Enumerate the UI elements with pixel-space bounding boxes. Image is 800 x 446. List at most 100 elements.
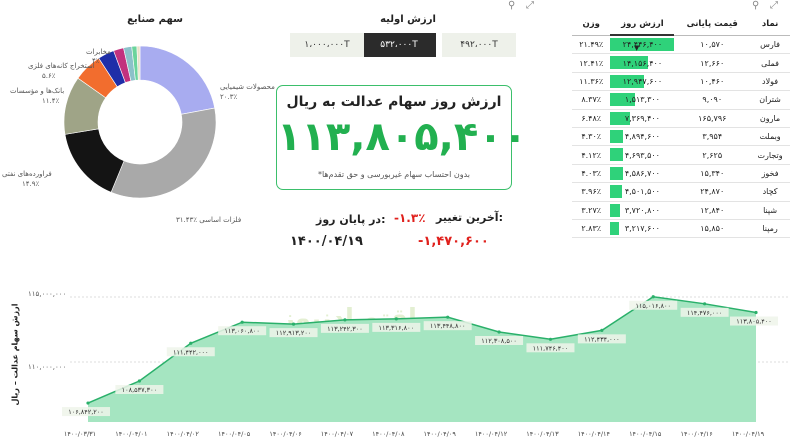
data-point[interactable] [394, 317, 398, 321]
cell-price: ۱۵,۸۵۰ [674, 219, 751, 239]
table-row[interactable]: ۴.۱۲٪ ۴,۶۹۳,۵۰۰ ۲,۶۲۵ وتجارت [572, 145, 790, 165]
cell-value: ۱۲,۹۴۷,۶۰۰ [610, 72, 675, 92]
table-row[interactable]: ۱۱.۳۶٪ ۱۲,۹۴۷,۶۰۰ ۱۰,۴۶۰ فولاد [572, 72, 790, 92]
data-point[interactable] [548, 337, 553, 341]
table-row[interactable]: ۴.۰۳٪ ۴,۵۸۶,۷۰۰ ۱۵,۳۴۰ فخوز [572, 164, 790, 184]
data-point[interactable] [189, 341, 193, 345]
cell-value: ۳,۲۱۷,۶۰۰ [610, 219, 675, 239]
option-532000[interactable]: ۵۳۲،۰۰۰T [362, 33, 436, 57]
value-text: ۴,۵۸۶,۷۰۰ [624, 168, 660, 178]
data-label: ۱۱۱,۴۴۲,۰۰۰ [173, 348, 209, 356]
cell-symbol: شتران [750, 90, 790, 110]
table-header-row: وزن ارزش روز قیمت پایانی نماد [572, 14, 790, 36]
value-text: ۱۴,۱۵۶,۴۰۰ [622, 58, 663, 68]
x-tick-label: ۱۴۰۰/۰۴/۱۶ [680, 430, 712, 438]
data-point[interactable] [137, 379, 141, 383]
cell-weight: ۸.۳۷٪ [572, 90, 611, 110]
data-point[interactable] [600, 328, 604, 332]
cell-price: ۱۰,۵۷۰ [674, 35, 751, 55]
holdings-table: وزن ارزش روز قیمت پایانی نماد ۲۱.۴۹٪ ۲۴,۴… [572, 14, 790, 246]
data-label: ۱۱۲,۹۱۳,۲۰۰ [276, 329, 312, 337]
option-1000000[interactable]: ۱،۰۰۰،۰۰۰T [290, 33, 364, 57]
data-label-bg [372, 322, 421, 332]
cell-symbol: وبملت [750, 127, 790, 147]
table-filter-icon[interactable]: ⚲ [752, 0, 760, 11]
cell-symbol: کچاد [750, 182, 790, 202]
data-label-bg [577, 334, 626, 344]
x-tick-label: ۱۴۰۰/۰۴/۰۵ [218, 430, 251, 438]
area-fill [88, 296, 756, 422]
filter-icon[interactable]: ⚲ [508, 0, 516, 11]
donut-slice-2[interactable] [64, 128, 125, 193]
table-row[interactable]: ۸.۳۷٪ ۱,۵۱۳,۳۰۰ ۹,۰۹۰ شتران [572, 90, 790, 110]
value-bar [610, 93, 636, 107]
card-value: ۱۱۳,۸۰۵,۴۰۰ [277, 114, 528, 160]
cell-price: ۱۰,۴۶۰ [674, 72, 751, 92]
value-text: ۴,۵۰۱,۵۰۰ [624, 187, 660, 197]
sort-desc-icon[interactable]: ▼ [634, 44, 640, 52]
col-value[interactable]: ارزش روز [610, 14, 675, 36]
donut-label-metals: ۳۱.۴۳٪ فلزات اساسی [176, 216, 242, 224]
donut-slice-9[interactable] [136, 45, 141, 81]
cell-price: ۱۲,۶۶۰ [674, 53, 751, 73]
cell-price: ۹,۰۹۰ [674, 90, 751, 110]
cell-weight: ۱۱.۳۶٪ [572, 72, 611, 92]
x-tick-label: ۱۴۰۰/۰۴/۱۲ [475, 430, 508, 438]
donut-label-chemicals: محصولات شیمیایی [220, 83, 275, 91]
table-row[interactable]: ۲.۸۳٪ ۳,۲۱۷,۶۰۰ ۱۵,۸۵۰ رمپنا [572, 219, 790, 239]
data-point[interactable] [651, 295, 655, 299]
data-label: ۱۱۳,۸۰۵,۴۰۰ [736, 318, 772, 326]
value-bar [610, 185, 622, 199]
card-title: ارزش روز سهام عدالت به ریال [286, 94, 502, 110]
data-point[interactable] [86, 401, 90, 405]
table-row[interactable]: ۱۲.۴۱٪ ۱۴,۱۵۶,۴۰۰ ۱۲,۶۶۰ فملی [572, 53, 790, 73]
cell-weight: ۶.۴۸٪ [572, 109, 611, 128]
data-point[interactable] [446, 315, 450, 319]
initial-value-title: ارزش اولیه [380, 14, 436, 25]
value-text: ۱,۵۱۳,۳۰۰ [624, 95, 660, 105]
x-tick-label: ۱۴۰۰/۰۴/۱۴ [578, 430, 611, 438]
cell-price: ۱۵,۳۴۰ [674, 164, 751, 184]
cell-price: ۲۴,۸۷۰ [674, 182, 751, 202]
cell-symbol: وتجارت [750, 145, 790, 165]
table-row[interactable]: ۲۱.۴۹٪ ۲۴,۴۴۶,۴۰۰ ۱۰,۵۷۰ فارس [572, 35, 790, 55]
donut-label-banks: بانک‌ها و مؤسسات [10, 87, 65, 95]
table-expand-icon[interactable]: ⤢ [770, 0, 778, 11]
cell-value: ۳,۷۲۰,۸۰۰ [610, 201, 675, 220]
data-point[interactable] [497, 330, 501, 334]
data-label-bg [269, 328, 318, 338]
cell-price: ۲,۶۲۵ [674, 145, 751, 165]
data-point[interactable] [754, 310, 758, 315]
x-tick-label: ۱۴۰۰/۰۴/۰۷ [321, 430, 354, 438]
donut-slice-0[interactable] [139, 45, 216, 115]
cell-weight: ۱۲.۴۱٪ [572, 53, 611, 73]
data-point[interactable] [291, 322, 296, 326]
cell-weight: ۴.۱۲٪ [572, 145, 611, 165]
data-label-bg [475, 335, 524, 345]
x-tick-label: ۱۴۰۰/۰۴/۱۵ [629, 430, 662, 438]
data-point[interactable] [240, 320, 244, 324]
cell-weight: ۳.۹۶٪ [572, 182, 611, 202]
value-text: ۲۴,۴۴۶,۴۰۰ [622, 40, 663, 50]
data-label: ۱۱۳,۰۶۰,۸۰۰ [224, 327, 260, 335]
data-label-bg [115, 385, 164, 395]
col-weight[interactable]: وزن [572, 14, 611, 36]
option-492000[interactable]: ۴۹۲،۰۰۰T [442, 33, 516, 57]
table-row[interactable]: ۳.۲۷٪ ۳,۷۲۰,۸۰۰ ۱۲,۸۴۰ شپنا [572, 201, 790, 220]
data-point[interactable] [703, 302, 707, 306]
col-symbol[interactable]: نماد [750, 14, 790, 36]
table-row[interactable]: ۴.۳۰٪ ۴,۸۹۴,۶۰۰ ۳,۹۵۴ وبملت [572, 127, 790, 147]
expand-icon[interactable]: ⤢ [526, 0, 534, 11]
donut-pct-telecom: ۴٪ [92, 57, 100, 65]
data-label: ۱۱۲,۴۳۴,۰۰۰ [584, 335, 620, 343]
cell-weight: ۲.۸۳٪ [572, 219, 611, 239]
card-note: *بدون احتساب سهام غیربورسی و حق تقدم‌ها [317, 170, 471, 179]
table-row[interactable]: ۶.۴۸٪ ۷,۳۶۹,۴۰۰ ۱۶۵,۷۹۶ مارون [572, 109, 790, 128]
donut-slice-1[interactable] [110, 107, 217, 199]
cell-symbol: فارس [750, 35, 790, 55]
value-bar [610, 221, 619, 235]
table-row[interactable]: ۳.۹۶٪ ۴,۵۰۱,۵۰۰ ۲۴,۸۷۰ کچاد [572, 182, 790, 202]
data-point[interactable] [343, 318, 347, 322]
value-bar [610, 111, 630, 125]
col-price[interactable]: قیمت پایانی [674, 14, 751, 36]
